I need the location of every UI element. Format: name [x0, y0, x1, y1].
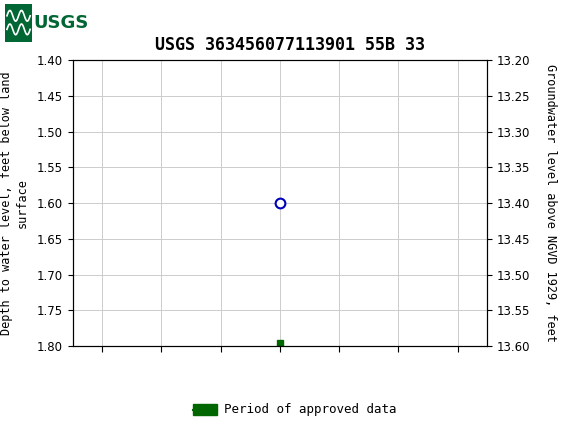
Y-axis label: Depth to water level, feet below land
surface: Depth to water level, feet below land su…	[1, 71, 28, 335]
Y-axis label: Groundwater level above NGVD 1929, feet: Groundwater level above NGVD 1929, feet	[544, 64, 557, 342]
FancyBboxPatch shape	[5, 3, 71, 42]
Text: Period of approved data: Period of approved data	[224, 403, 396, 416]
FancyBboxPatch shape	[193, 404, 217, 415]
Text: USGS: USGS	[33, 14, 88, 31]
Text: USGS 363456077113901 55B 33: USGS 363456077113901 55B 33	[155, 36, 425, 54]
FancyBboxPatch shape	[5, 3, 32, 42]
